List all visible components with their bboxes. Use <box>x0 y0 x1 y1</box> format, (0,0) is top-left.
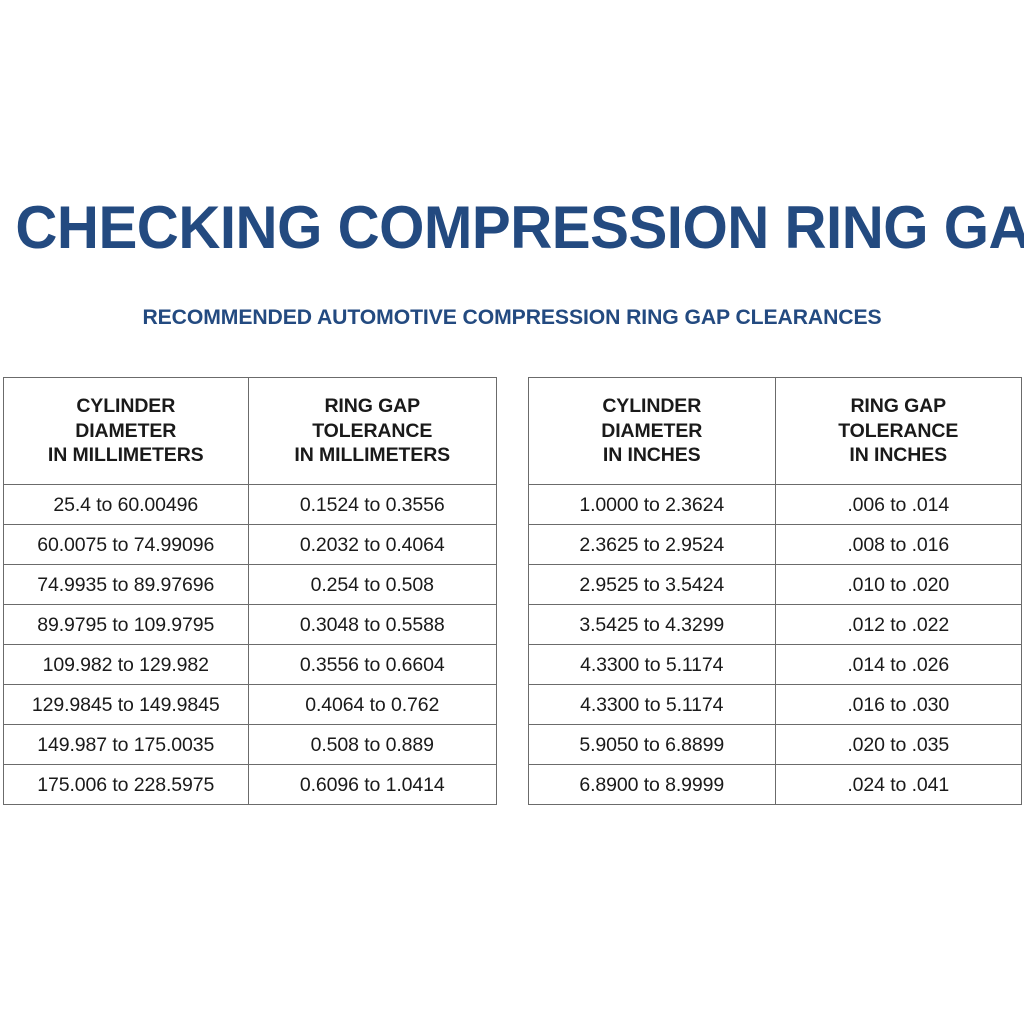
cell-cylinder-diameter: 149.987 to 175.0035 <box>3 724 249 765</box>
cell-cylinder-diameter: 2.3625 to 2.9524 <box>528 524 776 565</box>
cell-cylinder-diameter: 89.9795 to 109.9795 <box>3 604 249 645</box>
table-row: 2.3625 to 2.9524 .008 to .016 <box>528 524 1022 565</box>
imperial-table-container: CYLINDER DIAMETER IN INCHES RING GAP TOL… <box>528 377 1022 805</box>
table-row: 1.0000 to 2.3624 .006 to .014 <box>528 484 1022 525</box>
cell-ring-gap-tolerance: 0.2032 to 0.4064 <box>247 524 498 565</box>
cell-cylinder-diameter: 2.9525 to 3.5424 <box>528 564 776 605</box>
cell-cylinder-diameter: 175.006 to 228.5975 <box>3 764 249 805</box>
cell-cylinder-diameter: 4.3300 to 5.1174 <box>528 644 776 685</box>
cell-cylinder-diameter: 1.0000 to 2.3624 <box>528 484 776 525</box>
metric-table-body: 25.4 to 60.00496 0.1524 to 0.3556 60.007… <box>3 484 498 805</box>
table-row: 4.3300 to 5.1174 .016 to .030 <box>528 684 1022 725</box>
cell-ring-gap-tolerance: 0.1524 to 0.3556 <box>247 484 498 525</box>
table-row: 4.3300 to 5.1174 .014 to .026 <box>528 644 1022 685</box>
table-row: 74.9935 to 89.97696 0.254 to 0.508 <box>3 564 498 605</box>
cell-ring-gap-tolerance: 0.4064 to 0.762 <box>247 684 498 725</box>
metric-ring-gap-table: CYLINDER DIAMETER IN MILLIMETERS RING GA… <box>3 377 498 805</box>
table-row: 60.0075 to 74.99096 0.2032 to 0.4064 <box>3 524 498 565</box>
cell-cylinder-diameter: 3.5425 to 4.3299 <box>528 604 776 645</box>
table-row: 109.982 to 129.982 0.3556 to 0.6604 <box>3 644 498 685</box>
table-row: 5.9050 to 6.8899 .020 to .035 <box>528 724 1022 765</box>
cell-ring-gap-tolerance: 0.508 to 0.889 <box>247 724 498 765</box>
imperial-table-head: CYLINDER DIAMETER IN INCHES RING GAP TOL… <box>528 377 1022 485</box>
cell-cylinder-diameter: 5.9050 to 6.8899 <box>528 724 776 765</box>
table-row: 6.8900 to 8.9999 .024 to .041 <box>528 764 1022 805</box>
page-subtitle: RECOMMENDED AUTOMOTIVE COMPRESSION RING … <box>142 305 882 329</box>
column-header-ring-gap-tolerance-mm: RING GAP TOLERANCE IN MILLIMETERS <box>247 377 498 485</box>
cell-ring-gap-tolerance: 0.3556 to 0.6604 <box>247 644 498 685</box>
cell-ring-gap-tolerance: .016 to .030 <box>774 684 1022 725</box>
column-header-cylinder-diameter-mm: CYLINDER DIAMETER IN MILLIMETERS <box>3 377 249 485</box>
cell-ring-gap-tolerance: .010 to .020 <box>774 564 1022 605</box>
cell-cylinder-diameter: 129.9845 to 149.9845 <box>3 684 249 725</box>
imperial-ring-gap-table: CYLINDER DIAMETER IN INCHES RING GAP TOL… <box>528 377 1022 805</box>
cell-cylinder-diameter: 6.8900 to 8.9999 <box>528 764 776 805</box>
table-header-row: CYLINDER DIAMETER IN INCHES RING GAP TOL… <box>528 377 1022 485</box>
table-row: 3.5425 to 4.3299 .012 to .022 <box>528 604 1022 645</box>
cell-ring-gap-tolerance: .024 to .041 <box>774 764 1022 805</box>
column-header-ring-gap-tolerance-in: RING GAP TOLERANCE IN INCHES <box>774 377 1022 485</box>
table-row: 175.006 to 228.5975 0.6096 to 1.0414 <box>3 764 498 805</box>
cell-ring-gap-tolerance: .006 to .014 <box>774 484 1022 525</box>
table-row: 2.9525 to 3.5424 .010 to .020 <box>528 564 1022 605</box>
column-header-cylinder-diameter-in: CYLINDER DIAMETER IN INCHES <box>528 377 776 485</box>
table-row: 89.9795 to 109.9795 0.3048 to 0.5588 <box>3 604 498 645</box>
metric-table-container: CYLINDER DIAMETER IN MILLIMETERS RING GA… <box>3 377 498 805</box>
table-row: 129.9845 to 149.9845 0.4064 to 0.762 <box>3 684 498 725</box>
cell-cylinder-diameter: 74.9935 to 89.97696 <box>3 564 249 605</box>
cell-ring-gap-tolerance: 0.3048 to 0.5588 <box>247 604 498 645</box>
table-row: 25.4 to 60.00496 0.1524 to 0.3556 <box>3 484 498 525</box>
page-title: CHECKING COMPRESSION RING GAPS <box>15 194 1024 261</box>
table-header-row: CYLINDER DIAMETER IN MILLIMETERS RING GA… <box>3 377 498 485</box>
cell-ring-gap-tolerance: .008 to .016 <box>774 524 1022 565</box>
cell-ring-gap-tolerance: 0.6096 to 1.0414 <box>247 764 498 805</box>
cell-cylinder-diameter: 109.982 to 129.982 <box>3 644 249 685</box>
cell-ring-gap-tolerance: .012 to .022 <box>774 604 1022 645</box>
table-row: 149.987 to 175.0035 0.508 to 0.889 <box>3 724 498 765</box>
cell-ring-gap-tolerance: .014 to .026 <box>774 644 1022 685</box>
cell-ring-gap-tolerance: 0.254 to 0.508 <box>247 564 498 605</box>
cell-ring-gap-tolerance: .020 to .035 <box>774 724 1022 765</box>
imperial-table-body: 1.0000 to 2.3624 .006 to .014 2.3625 to … <box>528 484 1022 805</box>
title-block: CHECKING COMPRESSION RING GAPS <box>0 196 1024 260</box>
cell-cylinder-diameter: 4.3300 to 5.1174 <box>528 684 776 725</box>
cell-cylinder-diameter: 25.4 to 60.00496 <box>3 484 249 525</box>
metric-table-head: CYLINDER DIAMETER IN MILLIMETERS RING GA… <box>3 377 498 485</box>
cell-cylinder-diameter: 60.0075 to 74.99096 <box>3 524 249 565</box>
